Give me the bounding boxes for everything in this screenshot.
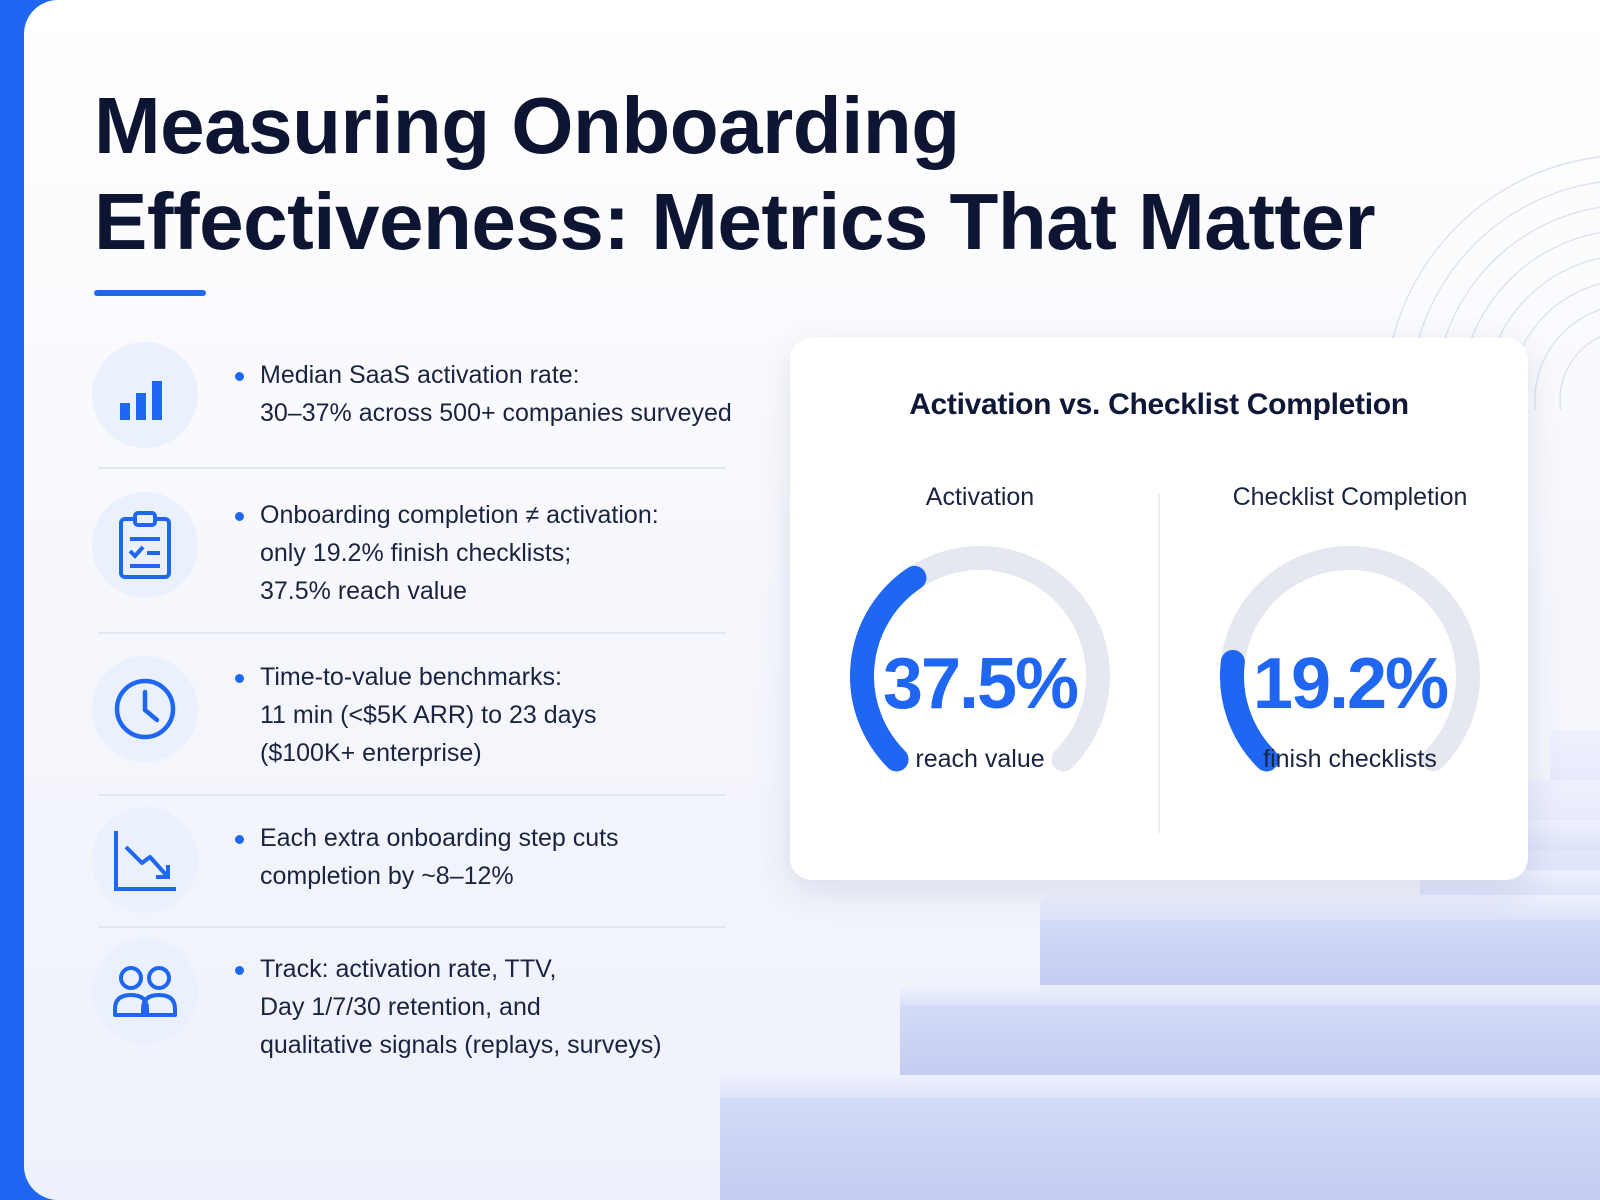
card-title: Activation vs. Checklist Completion — [909, 388, 1409, 421]
bullet-dot — [235, 674, 244, 683]
metric-divider — [98, 926, 726, 928]
metric-item-activation-rate: Median SaaS activation rate: 30–37% acro… — [92, 342, 732, 448]
gauge-fill — [1220, 649, 1279, 772]
bullet-dot — [235, 966, 244, 975]
metric-line: Each extra onboarding step cuts — [260, 824, 619, 852]
metric-line: only 19.2% finish checklists; — [260, 539, 572, 567]
gauge-value: 19.2% — [1252, 644, 1449, 724]
metric-text: Median SaaS activation rate: 30–37% acro… — [260, 356, 760, 432]
clock-icon — [92, 656, 198, 762]
gauge-chart — [1220, 546, 1480, 772]
card-divider — [1158, 493, 1160, 833]
metric-divider — [98, 794, 726, 796]
bullet-dot — [235, 372, 244, 381]
users-icon — [92, 938, 198, 1044]
gauge-caption: reach value — [915, 745, 1045, 773]
gauge-activation: Activation 37.5% reach value — [810, 483, 1150, 843]
title-underline — [94, 290, 206, 296]
gauge-checklist-completion: Checklist Completion 19.2% finish checkl… — [1180, 483, 1520, 843]
trend-down-icon — [92, 807, 198, 913]
metric-line: qualitative signals (replays, surveys) — [260, 1031, 662, 1059]
page-title-line-2: Effectiveness: Metrics That Matter — [94, 177, 1376, 266]
clipboard-checklist-icon — [92, 492, 198, 598]
gauge-caption: finish checklists — [1263, 745, 1437, 773]
decorative-stairs — [720, 730, 1600, 1200]
gauge-chart — [850, 546, 1110, 772]
gauge-fill — [850, 565, 927, 772]
metric-text: Time-to-value benchmarks: 11 min (<$5K A… — [260, 658, 760, 772]
metric-text: Each extra onboarding step cuts completi… — [260, 819, 760, 895]
slide: Measuring Onboarding Effectiveness: Metr… — [24, 0, 1600, 1200]
metric-line: Onboarding completion ≠ activation: — [260, 501, 659, 529]
metric-item-extra-step-cost: Each extra onboarding step cuts completi… — [92, 807, 722, 913]
page-title: Measuring Onboarding Effectiveness: Metr… — [94, 78, 1394, 270]
metric-line: 11 min (<$5K ARR) to 23 days — [260, 701, 597, 729]
gauge-label: Activation — [925, 483, 1035, 511]
metric-line: completion by ~8–12% — [260, 862, 514, 890]
metric-line: Track: activation rate, TTV, — [260, 955, 557, 983]
comparison-card: Activation vs. Checklist Completion Acti… — [790, 338, 1528, 880]
bullet-dot — [235, 512, 244, 521]
metric-line: Median SaaS activation rate: — [260, 361, 580, 389]
metric-text: Onboarding completion ≠ activation: only… — [260, 496, 760, 610]
metric-line: Day 1/7/30 retention, and — [260, 993, 541, 1021]
metric-divider — [98, 467, 726, 469]
metric-text: Track: activation rate, TTV, Day 1/7/30 … — [260, 950, 760, 1064]
metric-item-time-to-value: Time-to-value benchmarks: 11 min (<$5K A… — [92, 652, 722, 767]
page-title-line-1: Measuring Onboarding — [94, 81, 960, 170]
metric-line: 30–37% across 500+ companies surveyed — [260, 399, 732, 427]
metric-line: Time-to-value benchmarks: — [260, 663, 562, 691]
gauge-label: Checklist Completion — [1232, 483, 1468, 511]
bullet-dot — [235, 835, 244, 844]
bar-chart-icon — [92, 342, 198, 448]
gauge-value: 37.5% — [882, 644, 1079, 724]
metric-item-what-to-track: Track: activation rate, TTV, Day 1/7/30 … — [92, 938, 722, 1059]
metric-line: ($100K+ enterprise) — [260, 739, 482, 767]
metric-item-completion-vs-activation: Onboarding completion ≠ activation: only… — [92, 488, 722, 605]
metric-divider — [98, 632, 726, 634]
metric-line: 37.5% reach value — [260, 577, 468, 605]
